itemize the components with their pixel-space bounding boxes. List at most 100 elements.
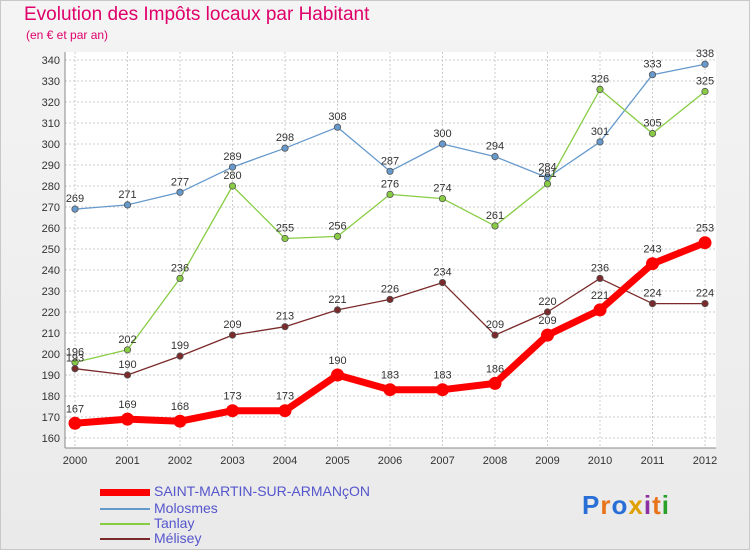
data-label: 190 bbox=[328, 355, 346, 367]
data-point bbox=[173, 414, 187, 428]
data-point bbox=[543, 308, 552, 316]
logo-letter: x bbox=[628, 490, 644, 520]
data-point bbox=[593, 303, 607, 317]
x-tick-label: 2012 bbox=[693, 455, 717, 467]
y-tick-label: 340 bbox=[42, 55, 60, 67]
axes: 160 170 180 190 200 210 220 230 240 250 260 270 280 2… bbox=[42, 52, 717, 467]
data-point bbox=[226, 404, 239, 418]
data-label: 333 bbox=[643, 59, 661, 71]
data-label: 168 bbox=[171, 401, 189, 413]
data-point bbox=[176, 274, 184, 282]
data-label: 213 bbox=[276, 311, 294, 323]
data-point bbox=[596, 274, 604, 282]
y-tick-label: 180 bbox=[42, 391, 60, 403]
legend-swatch bbox=[100, 523, 150, 525]
data-label: 209 bbox=[486, 319, 504, 331]
data-label: 190 bbox=[118, 359, 136, 371]
data-label: 224 bbox=[643, 288, 661, 300]
y-tick-label: 250 bbox=[42, 244, 60, 256]
data-labels: 269 271 277 289 298 308 287 300 294 284 301 333 338 1… bbox=[66, 48, 714, 415]
x-tick-label: 2005 bbox=[325, 455, 349, 467]
data-point bbox=[331, 368, 344, 382]
data-point bbox=[121, 412, 134, 426]
data-label: 255 bbox=[276, 223, 294, 235]
data-label: 234 bbox=[433, 267, 451, 279]
data-point bbox=[436, 383, 449, 397]
data-point bbox=[438, 195, 447, 203]
data-point bbox=[648, 129, 657, 138]
data-point bbox=[176, 188, 184, 196]
data-label: 338 bbox=[696, 48, 714, 60]
data-label: 209 bbox=[538, 315, 556, 327]
data-label: 300 bbox=[433, 128, 451, 140]
x-tick-label: 2008 bbox=[483, 455, 507, 467]
data-label: 308 bbox=[328, 111, 346, 123]
y-tick-label: 300 bbox=[42, 139, 60, 151]
data-label: 256 bbox=[328, 220, 346, 232]
data-label: 243 bbox=[643, 244, 661, 256]
x-tick-label: 2004 bbox=[273, 455, 297, 467]
data-label: 326 bbox=[591, 73, 609, 85]
y-tick-label: 260 bbox=[42, 223, 60, 235]
data-point bbox=[596, 138, 604, 146]
logo-letter: r bbox=[600, 490, 612, 520]
data-label: 173 bbox=[276, 391, 294, 403]
data-point bbox=[488, 376, 502, 390]
data-label: 169 bbox=[118, 399, 136, 411]
y-tick-label: 330 bbox=[42, 76, 60, 88]
data-point bbox=[68, 416, 82, 430]
logo-letter: P bbox=[582, 490, 601, 520]
data-point bbox=[541, 328, 554, 342]
data-point bbox=[176, 352, 184, 360]
legend-label: Tanlay bbox=[154, 515, 195, 531]
data-point bbox=[701, 60, 709, 68]
data-point bbox=[646, 257, 659, 271]
data-label: 209 bbox=[223, 319, 241, 331]
y-tick-label: 200 bbox=[42, 349, 60, 361]
x-tick-label: 2006 bbox=[378, 455, 402, 467]
data-point bbox=[333, 232, 342, 240]
x-tick-label: 2009 bbox=[535, 455, 559, 467]
data-label: 289 bbox=[223, 151, 241, 163]
logo-letter: i bbox=[661, 490, 670, 520]
x-tick-label: 2010 bbox=[588, 455, 612, 467]
data-label: 281 bbox=[538, 168, 556, 180]
logo-letter: o bbox=[611, 490, 629, 520]
data-label: 294 bbox=[486, 141, 504, 153]
y-tick-label: 290 bbox=[42, 160, 60, 172]
legend-swatch bbox=[100, 489, 150, 496]
data-point bbox=[383, 383, 397, 397]
data-label: 269 bbox=[66, 193, 84, 205]
data-label: 287 bbox=[381, 155, 399, 167]
data-point bbox=[491, 222, 499, 230]
data-point bbox=[438, 278, 447, 287]
data-point bbox=[438, 140, 447, 148]
data-label: 221 bbox=[591, 290, 609, 302]
data-point bbox=[698, 236, 712, 250]
data-point bbox=[123, 346, 132, 354]
data-point bbox=[71, 205, 79, 213]
data-point bbox=[333, 123, 342, 131]
x-tick-label: 2011 bbox=[641, 455, 665, 467]
data-label: 261 bbox=[486, 210, 504, 222]
data-point bbox=[71, 365, 79, 373]
data-label: 220 bbox=[538, 296, 556, 308]
legend-label: Molosmes bbox=[154, 500, 218, 516]
data-label: 183 bbox=[381, 370, 399, 382]
data-label: 305 bbox=[643, 118, 661, 130]
chart-subtitle: (en € et par an) bbox=[26, 28, 109, 42]
data-point bbox=[228, 163, 237, 171]
data-point bbox=[648, 299, 657, 308]
data-label: 277 bbox=[171, 176, 189, 188]
y-tick-label: 160 bbox=[42, 433, 60, 445]
data-label: 221 bbox=[328, 294, 346, 306]
data-label: 271 bbox=[118, 189, 136, 201]
data-point bbox=[278, 404, 292, 418]
data-label: 196 bbox=[66, 346, 84, 358]
data-label: 301 bbox=[591, 126, 609, 138]
data-label: 280 bbox=[223, 170, 241, 182]
data-label: 236 bbox=[171, 262, 189, 274]
data-label: 199 bbox=[171, 340, 189, 352]
data-label: 226 bbox=[381, 283, 399, 295]
